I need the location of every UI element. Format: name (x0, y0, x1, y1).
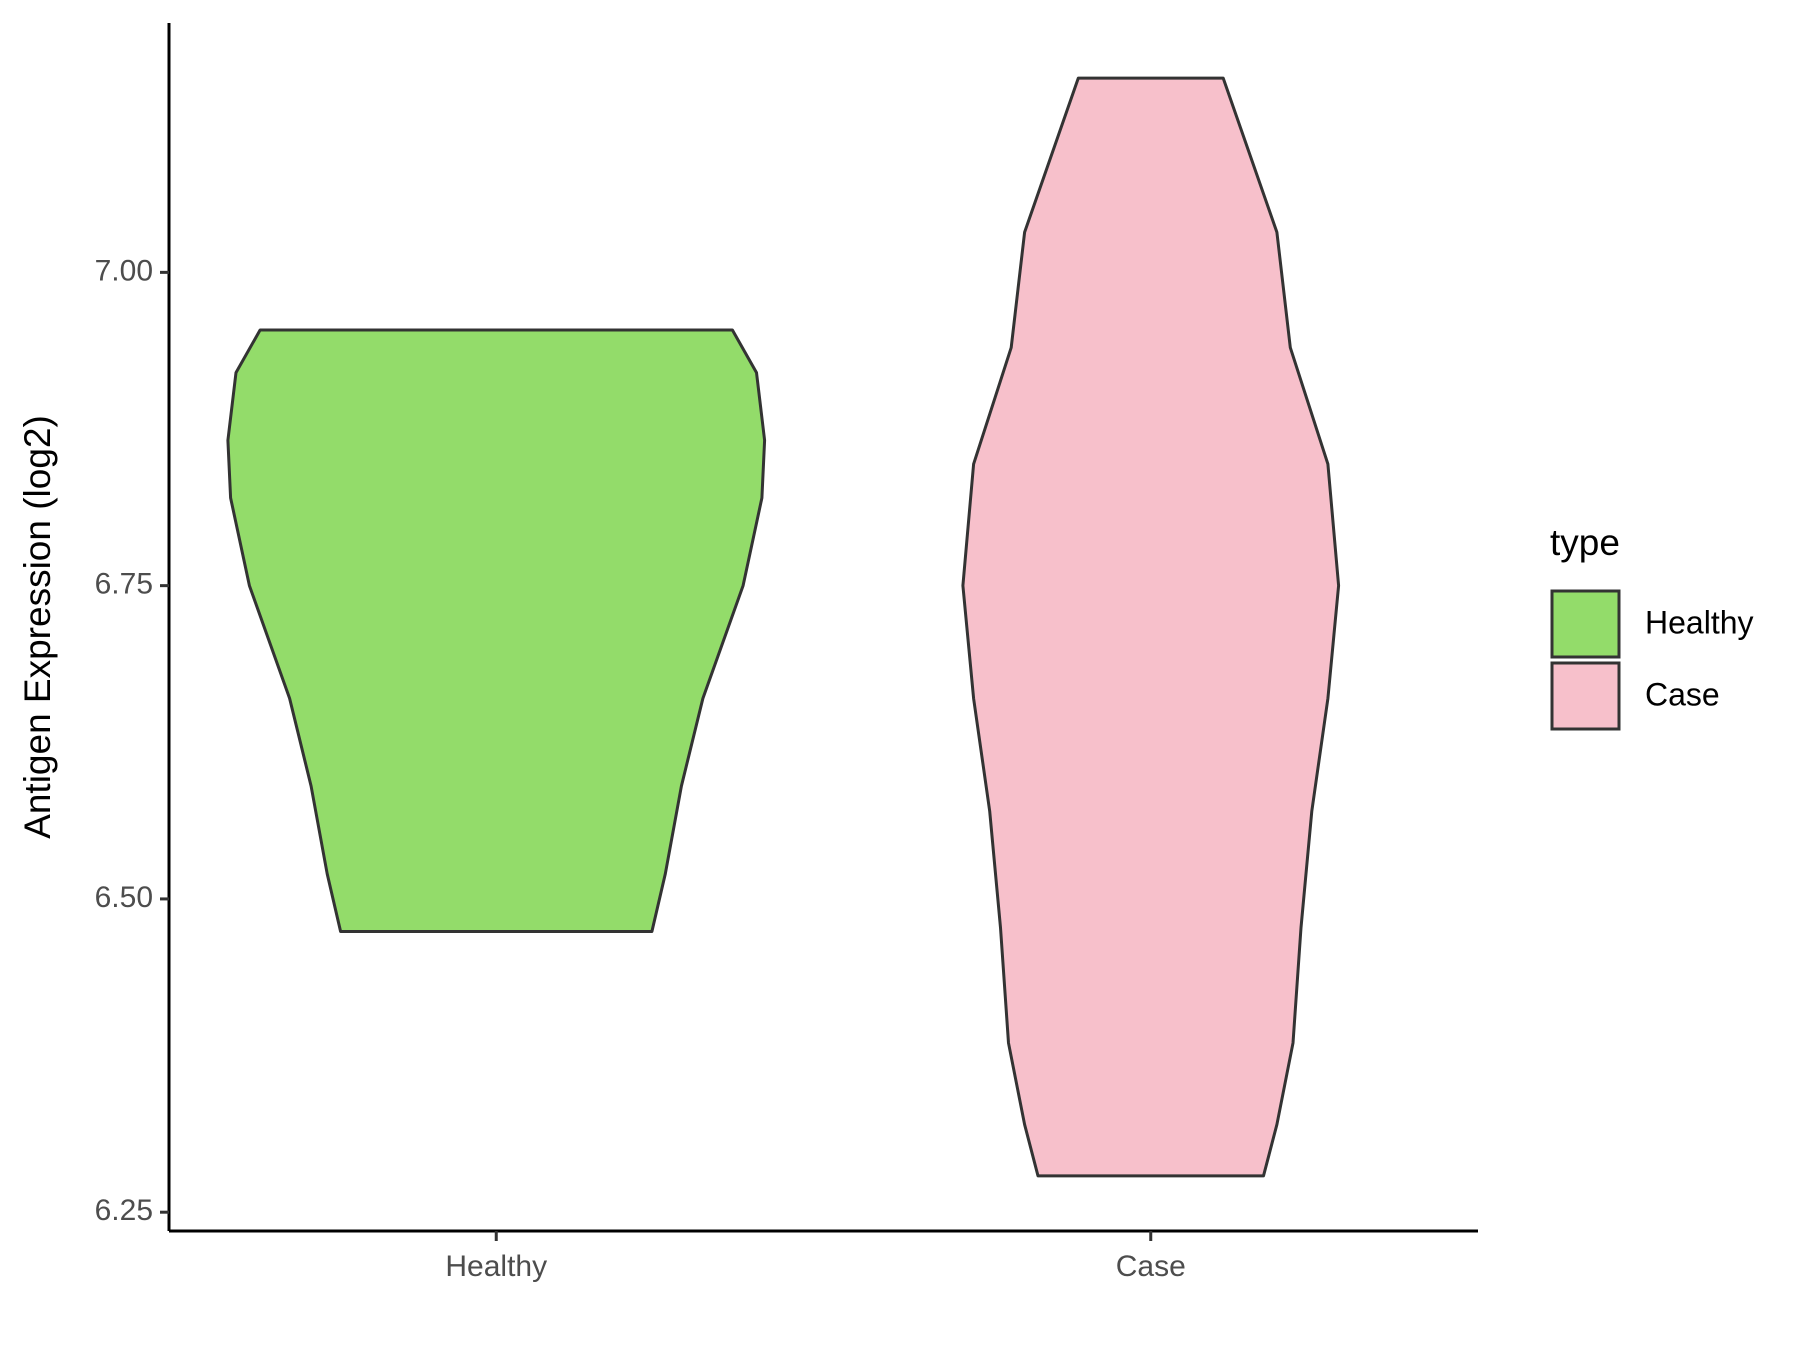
violin (226, 328, 767, 933)
legend-label: Case (1645, 676, 1720, 712)
legend-key (1550, 589, 1621, 659)
y-tick-label: 6.75 (95, 568, 153, 601)
y-tick-label: 7.00 (95, 254, 153, 287)
y-tick-label: 6.50 (95, 881, 153, 914)
legend-key (1550, 661, 1621, 731)
violin (961, 76, 1341, 1178)
legend-title: type (1550, 522, 1620, 563)
x-tick-label: Case (1116, 1250, 1186, 1283)
legend-label: Healthy (1645, 604, 1754, 640)
y-axis-title: Antigen Expression (log2) (17, 415, 58, 839)
x-tick-label: Healthy (445, 1250, 547, 1283)
y-tick-label: 6.25 (95, 1194, 153, 1227)
